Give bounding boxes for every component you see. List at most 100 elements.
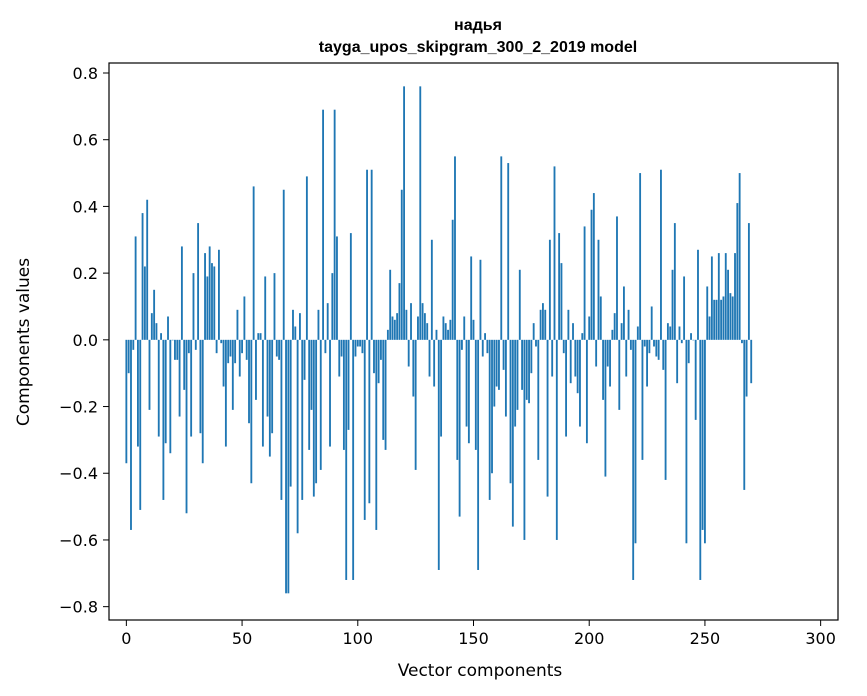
bar-component-234 [666,323,669,340]
bar-component-82 [315,339,318,484]
bar-component-210 [611,329,614,340]
bar-component-21 [174,339,176,360]
bar-component-86 [324,339,327,354]
bar-component-78 [305,176,308,340]
bar-component-125 [414,339,417,470]
bar-component-254 [713,299,716,340]
bar-component-214 [620,323,623,340]
bars-group [125,86,753,594]
bar-component-130 [426,323,429,340]
bar-component-199 [585,339,588,444]
bar-component-164 [504,339,507,417]
bar-component-137 [442,316,445,340]
bar-component-226 [648,339,651,354]
bar-component-29 [192,273,195,340]
bar-component-143 [456,339,459,460]
bar-component-109 [377,339,380,384]
bar-component-126 [417,316,419,340]
bar-component-200 [588,316,591,340]
bar-component-231 [660,169,662,340]
bar-component-186 [555,339,558,540]
bar-component-76 [301,339,304,500]
bar-component-40 [218,249,220,340]
bar-component-7 [141,213,144,340]
bar-component-202 [592,193,595,340]
bar-component-50 [241,339,243,354]
bar-component-65 [275,339,278,357]
bar-component-145 [461,339,463,350]
y-tick-label: −0.4 [59,464,98,483]
bar-component-57 [257,333,260,340]
bar-component-159 [493,339,496,407]
bar-component-261 [729,293,732,340]
bar-component-38 [213,266,216,340]
bar-component-184 [551,339,554,377]
bar-component-175 [530,339,533,374]
bar-component-104 [366,169,368,340]
bar-component-245 [692,339,695,341]
bar-component-69 [285,339,287,594]
bar-component-256 [717,253,720,340]
bar-component-18 [167,316,169,340]
bar-component-91 [336,236,338,340]
bar-component-99 [354,339,357,357]
bar-component-24 [180,246,183,340]
bar-component-120 [403,86,405,340]
bar-component-46 [231,339,234,410]
bar-component-83 [317,309,320,340]
bar-component-173 [525,339,528,400]
bar-component-243 [687,339,690,364]
bar-component-244 [690,333,692,340]
bar-component-205 [599,296,602,340]
bar-component-211 [613,313,616,340]
bar-component-90 [333,109,336,340]
bar-component-248 [699,339,702,580]
bar-component-25 [183,339,186,390]
bar-component-171 [521,339,524,390]
bar-component-114 [389,269,392,340]
bar-component-68 [282,189,285,340]
bar-component-44 [227,339,230,364]
bar-component-188 [560,263,563,340]
bar-component-250 [704,339,706,544]
x-axis-label: Vector components [398,661,563,681]
bar-component-108 [375,339,378,530]
bar-component-97 [349,233,352,340]
bar-component-260 [727,269,729,340]
bar-component-9 [146,199,149,340]
y-axis-label: Components values [14,258,34,426]
bar-component-32 [199,339,202,434]
bar-component-168 [514,339,517,427]
bar-component-147 [465,339,468,427]
bar-component-34 [204,253,206,340]
bar-component-103 [363,339,366,520]
bar-component-146 [463,316,466,340]
bar-component-16 [162,339,165,500]
bar-component-62 [268,339,271,457]
bar-component-33 [201,339,204,464]
bar-component-3 [132,339,135,350]
bar-component-193 [572,323,574,340]
bar-component-144 [458,339,461,517]
bar-component-42 [222,339,225,387]
bar-component-128 [421,303,424,340]
bar-component-149 [470,256,473,340]
bar-component-180 [542,303,544,340]
bar-component-251 [706,286,709,340]
bar-component-235 [669,326,672,340]
bar-component-150 [472,319,475,340]
bar-component-127 [419,86,422,340]
bar-component-257 [720,299,723,340]
bar-component-157 [488,339,491,500]
plot-area-frame [108,62,839,621]
bar-component-56 [255,339,257,400]
bar-component-45 [229,339,232,357]
bar-component-253 [710,256,713,340]
bar-component-113 [386,329,389,340]
bar-component-118 [398,283,401,340]
bar-component-151 [474,339,477,450]
bar-component-267 [743,339,746,490]
bar-component-255 [715,299,718,340]
bar-component-61 [266,339,269,417]
bar-component-140 [449,319,452,340]
